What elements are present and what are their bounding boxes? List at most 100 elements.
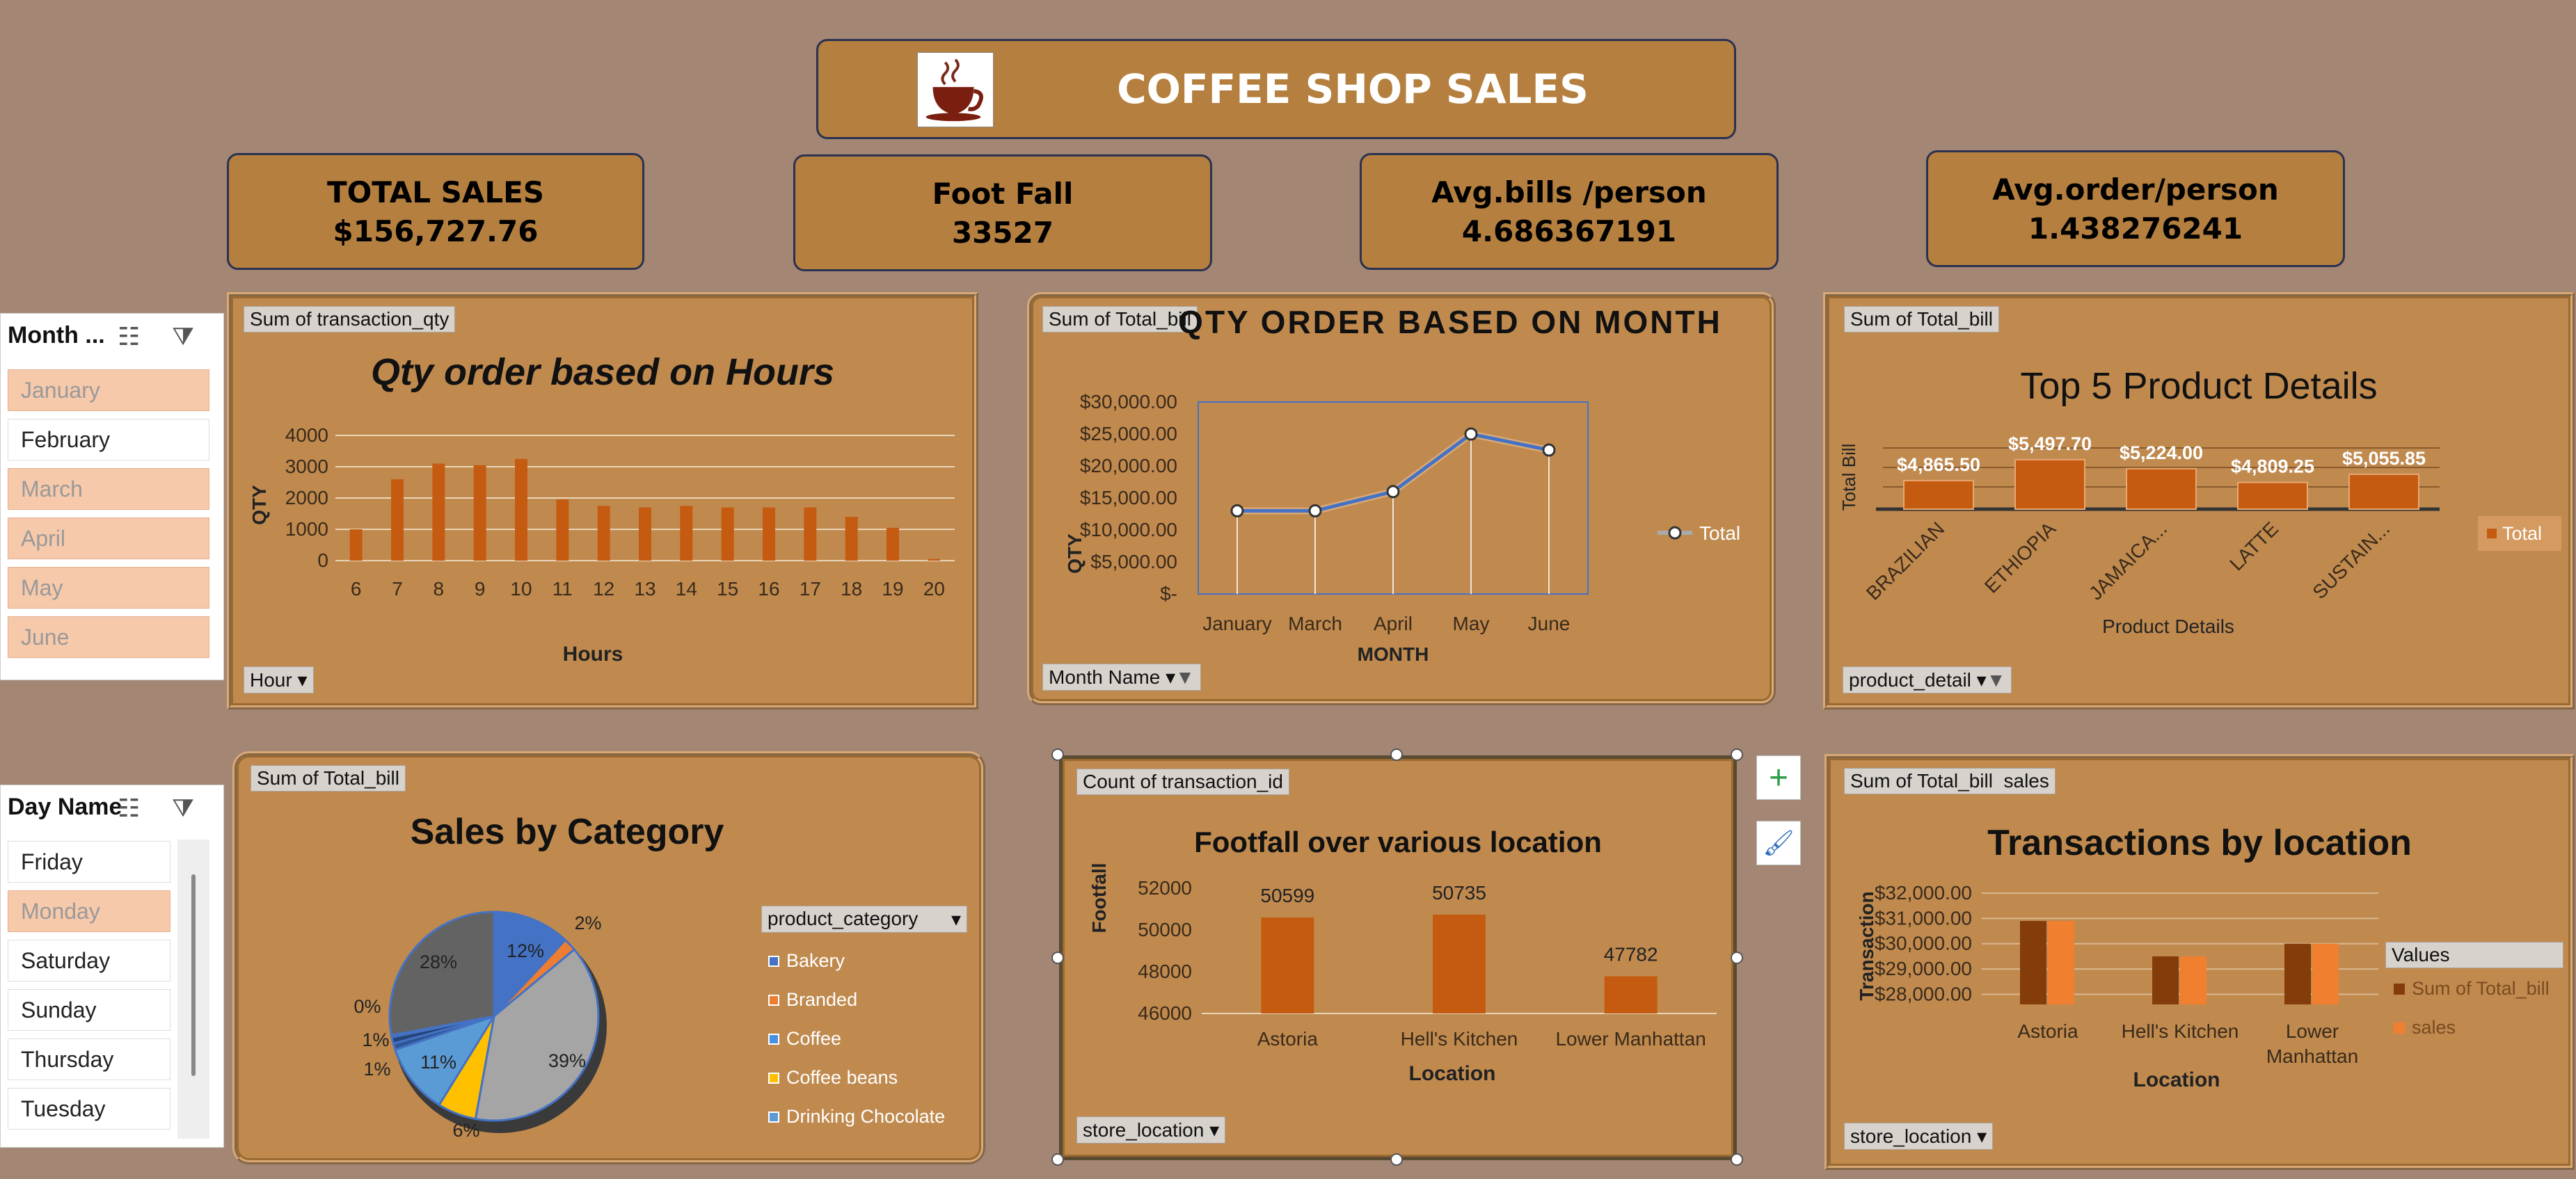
location-bar <box>2312 943 2339 1004</box>
panel-category[interactable]: 12% 2% 39% 6% 11% 1% 1% 0% 28% Sum of Total_bill… <box>232 751 985 1164</box>
clear-filter-icon[interactable]: ⧩ <box>172 322 195 351</box>
slicer-scrollbar[interactable] <box>177 840 209 1139</box>
kpi-foot-fall: Foot Fall 33527 <box>793 154 1212 271</box>
slicer-item-thursday[interactable]: Thursday <box>8 1038 170 1080</box>
value-field-tag[interactable]: Sum of Total_bill <box>251 765 406 792</box>
resize-handle[interactable] <box>1731 952 1743 964</box>
resize-handle[interactable] <box>1051 952 1064 964</box>
slicer-item-saturday[interactable]: Saturday <box>8 940 170 981</box>
x-tick-label: 18 <box>841 578 862 600</box>
x-tick-label: 13 <box>634 578 655 600</box>
data-point <box>1308 504 1322 518</box>
chart-title: Top 5 Product Details <box>2020 365 2378 407</box>
legend-swatch <box>2487 529 2497 538</box>
axis-filter-location[interactable]: store_location ▾ <box>1076 1116 1226 1144</box>
legend-filter-category[interactable]: product_category ▾ <box>761 906 967 933</box>
legend-item: Coffee beans <box>768 1067 898 1089</box>
slicer-item-january[interactable]: January <box>8 369 209 411</box>
x-axis-title: MONTH <box>1358 643 1429 665</box>
x-tick-label: 19 <box>882 578 903 600</box>
multi-select-icon[interactable]: ☷ <box>118 322 141 351</box>
filter-label: store_location <box>1083 1119 1204 1141</box>
legend-item: sales <box>2394 1017 2456 1038</box>
kpi-label: Avg.bills /person <box>1431 175 1707 209</box>
value-field-tag[interactable]: Sum of Total_bill <box>1844 306 1999 332</box>
panel-product[interactable]: $4,865.50 BRAZILIAN $5,497.70 ETHIOPIA $5,22… <box>1823 292 2575 709</box>
category-pie-chart: 12% 2% 39% 6% 11% 1% 1% 0% 28% <box>353 911 607 1141</box>
kpi-label: Foot Fall <box>932 177 1074 211</box>
panel-footfall[interactable]: 46000 48000 50000 52000 50599 Astoria 50735 Hel… <box>1059 755 1737 1160</box>
y-tick-label: $31,000.00 <box>1875 907 1972 929</box>
kpi-value: 1.438276241 <box>2028 211 2243 246</box>
resize-handle[interactable] <box>1390 1153 1403 1166</box>
panel-month[interactable]: $- $5,000.00 $10,000.00 $15,000.00 $20,000.0… <box>1027 292 1776 705</box>
pie-data-label: 0% <box>353 996 381 1017</box>
value-field-tag[interactable]: Sum of Total_bill <box>1042 306 1198 332</box>
legend-title: Values <box>2385 942 2563 968</box>
axis-filter-month[interactable]: Month Name ▾▼ <box>1042 664 1201 691</box>
x-tick-label: Hell's Kitchen <box>1401 1028 1518 1050</box>
resize-handle[interactable] <box>1731 1153 1743 1166</box>
x-tick-label: ETHIOPIA <box>1980 518 2060 597</box>
axis-filter-hour[interactable]: Hour ▾ <box>244 666 314 693</box>
slicer-item-march[interactable]: March <box>8 468 209 510</box>
chart-title: Footfall over various location <box>1194 826 1602 858</box>
multi-select-icon[interactable]: ☷ <box>118 794 141 822</box>
slicer-item-may[interactable]: May <box>8 567 209 609</box>
x-tick-label: January <box>1202 613 1272 634</box>
axis-filter-location[interactable]: store_location ▾ <box>1844 1123 1994 1150</box>
value-field-tag-bill[interactable]: Sum of Total_bill sales <box>1844 768 2056 794</box>
hour-bar <box>845 517 858 561</box>
pie-data-label: 28% <box>420 952 457 972</box>
resize-handle[interactable] <box>1051 1153 1064 1166</box>
slicer-item-monday[interactable]: Monday <box>8 890 170 932</box>
y-tick-label: $10,000.00 <box>1080 519 1177 540</box>
pie-slice <box>394 1014 497 1107</box>
scrollbar-thumb[interactable] <box>191 874 196 1076</box>
axis-filter-product[interactable]: product_detail ▾▼ <box>1843 666 2012 693</box>
location-bar <box>2048 921 2074 1004</box>
x-tick-label: 7 <box>392 578 403 600</box>
day-slicer: Day Name ☷ ⧩ Friday Monday Saturday Sunday T… <box>0 785 224 1148</box>
x-tick-label: Manhattan <box>2266 1045 2358 1067</box>
y-tick-label: 2000 <box>285 487 328 508</box>
pie-data-label: 1% <box>363 1059 390 1080</box>
x-tick-label: 10 <box>510 578 532 600</box>
value-field-tag[interactable]: Count of transaction_id <box>1076 769 1289 795</box>
product-bar <box>2348 473 2419 510</box>
y-tick-label: $30,000.00 <box>1875 933 1972 954</box>
data-point <box>1386 485 1400 499</box>
hour-bar <box>639 507 651 561</box>
slicer-item-tuesday[interactable]: Tuesday <box>8 1088 170 1130</box>
x-tick-label: 20 <box>923 578 945 600</box>
hour-bar <box>680 506 693 561</box>
chart-title: Qty order based on Hours <box>370 351 835 393</box>
legend-item: Drinking Chocolate <box>768 1106 945 1128</box>
footfall-chart: 46000 48000 50000 52000 50599 Astoria 50735 Hel… <box>1088 863 1717 1085</box>
pie-slice <box>474 947 600 1122</box>
legend-swatch <box>2394 1022 2405 1034</box>
clear-filter-icon[interactable]: ⧩ <box>172 794 195 822</box>
kpi-value: $156,727.76 <box>333 214 539 248</box>
hour-bar <box>473 465 486 561</box>
legend-label: Drinking Chocolate <box>786 1106 946 1127</box>
slicer-item-april[interactable]: April <box>8 518 209 559</box>
panel-transactions[interactable]: $28,000.00 $29,000.00 $30,000.00 $31,000.00… <box>1824 754 2575 1170</box>
slicer-item-friday[interactable]: Friday <box>8 841 170 883</box>
slicer-item-sunday[interactable]: Sunday <box>8 989 170 1031</box>
legend-item: Sum of Total_bill <box>2394 978 2550 1000</box>
resize-handle[interactable] <box>1390 748 1403 761</box>
slicer-item-june[interactable]: June <box>8 616 209 658</box>
x-tick-label: Astoria <box>1257 1028 1319 1050</box>
x-tick-label: March <box>1288 613 1342 634</box>
value-field-tag[interactable]: Sum of transaction_qty <box>244 306 456 332</box>
resize-handle[interactable] <box>1051 748 1064 761</box>
slicer-item-february[interactable]: February <box>8 419 209 460</box>
hour-bar <box>763 507 775 561</box>
panel-hours[interactable]: 0 1000 2000 3000 4000 6 7 8 9 10 11 12 13 14 15 16 17 18 1… <box>227 292 978 709</box>
chart-elements-plus-icon[interactable]: + <box>1756 755 1801 800</box>
resize-handle[interactable] <box>1731 748 1743 761</box>
chart-styles-brush-icon[interactable]: 🖌 <box>1756 821 1801 865</box>
x-tick-label: Hell's Kitchen <box>2122 1020 2239 1042</box>
month-slicer-header: Month ... <box>1 314 223 357</box>
